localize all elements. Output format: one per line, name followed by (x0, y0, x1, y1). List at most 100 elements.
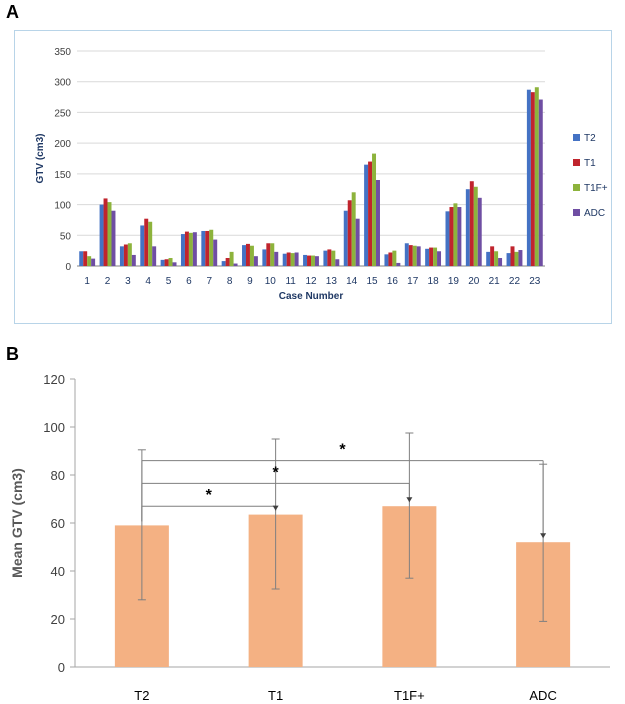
bar-t2-case-17 (404, 243, 409, 266)
x-axis-title: Case Number (279, 291, 344, 302)
y-tick-label: 100 (43, 420, 65, 435)
x-tick-label: T1F+ (394, 688, 425, 703)
bar-t1f-case-2 (107, 202, 112, 266)
legend-label: T1F+ (584, 183, 608, 194)
bar-adc-case-2 (111, 210, 116, 266)
bar-t1f-case-14 (351, 192, 356, 266)
y-tick-label: 100 (54, 201, 71, 212)
bar-t2-case-21 (486, 251, 491, 266)
bar-t1-case-17 (408, 245, 413, 266)
bar-t2-case-1 (79, 251, 84, 266)
legend-swatch (573, 159, 580, 166)
bar-t1-case-13 (327, 249, 332, 266)
bar-adc-case-18 (437, 251, 442, 266)
bar-t1f-case-23 (534, 87, 539, 266)
x-tick-label: 4 (145, 276, 151, 287)
bar-t1-case-5 (164, 259, 169, 266)
x-tick-label: 14 (346, 276, 358, 287)
x-tick-label: 15 (366, 276, 378, 287)
bar-adc-case-14 (355, 218, 360, 266)
legend-swatch (573, 134, 580, 141)
bar-adc-case-1 (91, 258, 96, 266)
x-tick-label: 7 (206, 276, 212, 287)
legend-swatch (573, 184, 580, 191)
x-tick-label: 9 (247, 276, 253, 287)
bar-t1-case-14 (347, 200, 352, 266)
x-tick-label: 17 (407, 276, 419, 287)
x-tick-label: 12 (305, 276, 317, 287)
y-tick-label: 0 (58, 660, 65, 675)
bar-t1f-case-7 (209, 229, 214, 266)
bar-t2-case-23 (526, 89, 531, 266)
x-tick-label: 21 (489, 276, 501, 287)
significance-bracket: * (141, 442, 547, 539)
bar-t2-case-22 (506, 253, 511, 266)
bar-t1-case-12 (307, 255, 311, 266)
x-tick-label: 1 (84, 276, 90, 287)
bar-adc-case-15 (376, 180, 380, 266)
bar-adc-case-10 (274, 251, 279, 266)
bar-t1f-case-6 (188, 232, 193, 266)
significance-label: * (273, 464, 280, 481)
legend-label: ADC (584, 208, 605, 219)
y-tick-label: 50 (60, 231, 72, 242)
bar-t2-case-10 (262, 249, 267, 266)
bar-t2-case-4 (140, 225, 145, 266)
bar-t1f-case-4 (148, 221, 153, 266)
bar-adc-case-9 (253, 256, 258, 266)
bar-t2-case-5 (160, 259, 165, 266)
bar-t2-case-18 (425, 248, 430, 266)
bar-t1-case-10 (266, 243, 271, 266)
x-tick-label: 11 (285, 276, 296, 287)
bracket-arrowhead (406, 497, 413, 503)
bar-t1-case-22 (510, 246, 515, 266)
bar-t2-case-6 (180, 234, 185, 266)
legend-label: T2 (584, 133, 596, 144)
x-tick-label: T2 (134, 688, 149, 703)
bar-t2-case-7 (201, 230, 206, 266)
bar-t1-case-8 (225, 258, 230, 266)
y-tick-label: 0 (65, 262, 71, 273)
bar-t1-case-23 (530, 92, 535, 267)
bar-t2-case-14 (343, 210, 348, 266)
bar-t2-case-11 (282, 253, 287, 266)
x-tick-label: ADC (529, 688, 556, 703)
bar-t1-case-4 (144, 218, 149, 266)
bar-t1-case-3 (123, 244, 128, 266)
bar-t2-case-9 (242, 245, 246, 266)
bar-t1f-case-8 (229, 251, 234, 266)
bar-t1-case-9 (245, 243, 250, 266)
bar-t1f-case-16 (392, 250, 397, 266)
y-axis-title: GTV (cm3) (35, 133, 46, 183)
bar-t1-case-16 (388, 252, 393, 266)
bar-adc-case-22 (518, 250, 523, 266)
bar-t1f-case-11 (290, 253, 295, 266)
bar-t1f-case-19 (453, 203, 458, 266)
bar-t1-case-1 (83, 251, 88, 266)
bar-t1-case-6 (184, 231, 189, 266)
bar-t1f-case-18 (433, 247, 438, 266)
panel-a-label: A (6, 2, 19, 22)
bar-t2-case-15 (364, 164, 369, 266)
bar-t2-case-16 (384, 254, 389, 266)
significance-label: * (206, 487, 213, 504)
x-tick-label: 16 (387, 276, 399, 287)
bar-adc-case-12 (314, 256, 319, 266)
x-tick-label: 22 (509, 276, 521, 287)
y-tick-label: 60 (51, 516, 65, 531)
bar-t2-case-12 (303, 254, 308, 266)
bar-t1f-case-15 (372, 153, 377, 266)
bar-t2-case-19 (445, 211, 450, 266)
bar-t1-case-7 (205, 230, 210, 266)
bar-adc-case-16 (396, 262, 401, 266)
x-tick-label: 18 (428, 276, 440, 287)
bar-adc-case-13 (335, 259, 340, 266)
bar-t1f-case-5 (168, 258, 173, 266)
bracket-arrowhead (540, 533, 547, 539)
bar-adc-case-5 (172, 262, 177, 266)
bar-t1f-case-3 (127, 243, 132, 266)
y-tick-label: 250 (54, 108, 71, 119)
bar-adc-case-23 (538, 99, 543, 267)
bar-t1f-case-21 (494, 251, 499, 266)
bar-adc-case-20 (477, 197, 482, 266)
